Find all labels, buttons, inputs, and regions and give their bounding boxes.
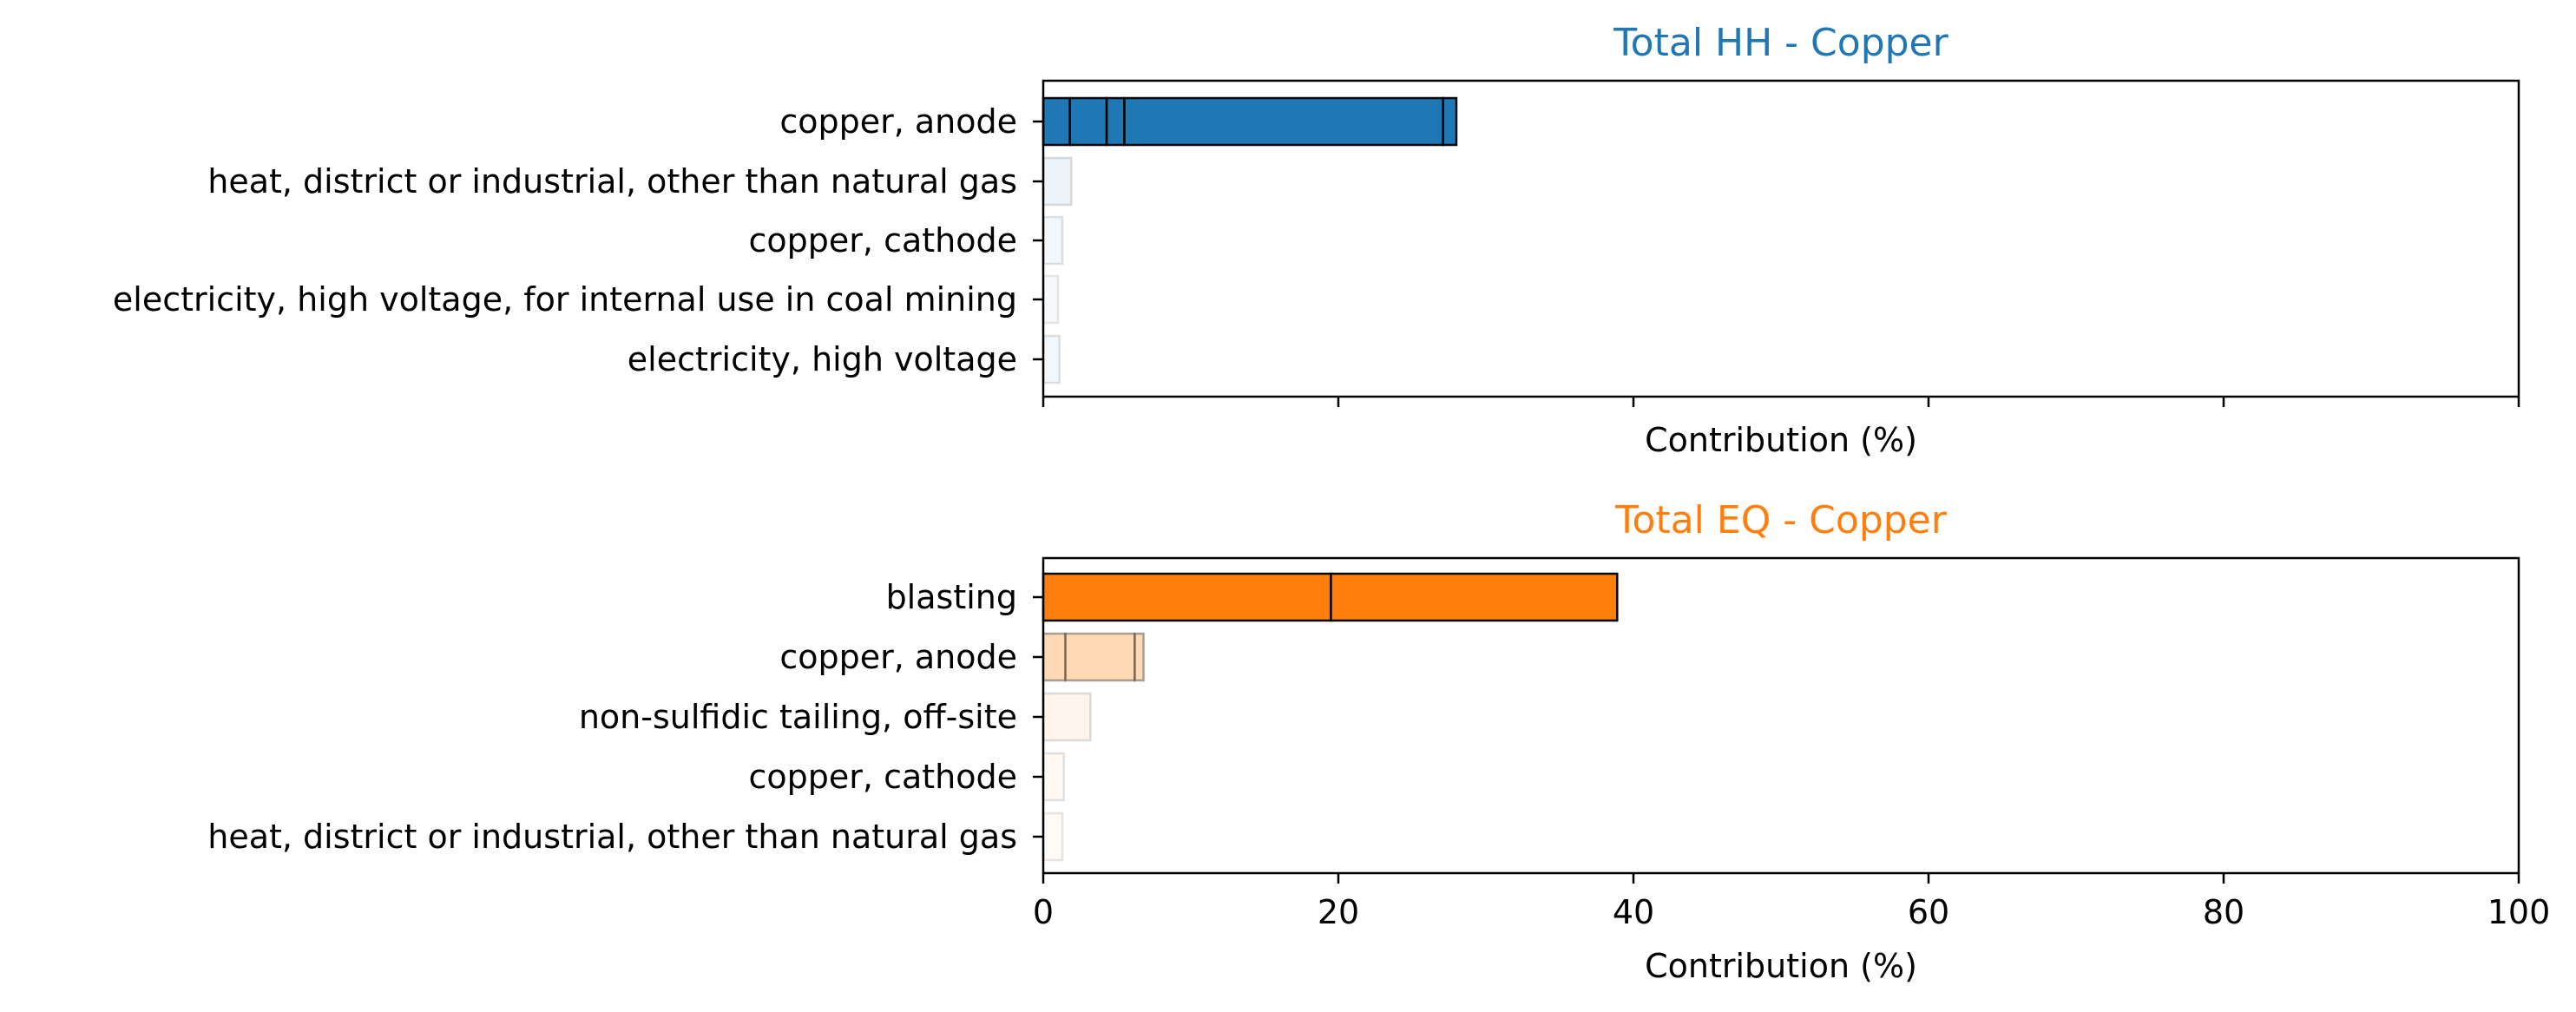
hh-bar-segment bbox=[1042, 274, 1060, 325]
hh-bar-segment bbox=[1068, 96, 1108, 147]
hh-axes-frame bbox=[1042, 79, 2520, 398]
eq-x-tick-label: 40 bbox=[1613, 893, 1654, 931]
hh-bar-segment bbox=[1105, 96, 1126, 147]
eq-category-label: blasting bbox=[886, 578, 1017, 616]
eq-category-labels: blasting copper, anode non-sulfidic tailin… bbox=[207, 578, 1043, 856]
chart-title-eq: Total EQ - Copper bbox=[1614, 498, 1948, 542]
hh-bar-segment bbox=[1042, 96, 1071, 147]
eq-x-tick-label: 20 bbox=[1318, 893, 1359, 931]
eq-x-axis-label: Contribution (%) bbox=[1645, 947, 1917, 985]
eq-category-label: non-sulfidic tailing, off-site bbox=[579, 698, 1017, 736]
hh-bar-segment bbox=[1042, 156, 1073, 207]
hh-bars bbox=[1042, 96, 1458, 384]
eq-bar-segment bbox=[1330, 572, 1619, 622]
hh-category-label: electricity, high voltage bbox=[628, 340, 1017, 378]
eq-bar-segment bbox=[1042, 692, 1092, 742]
hh-bar-segment bbox=[1442, 96, 1458, 147]
hh-x-ticks bbox=[1042, 397, 2520, 407]
eq-category-label: copper, cathode bbox=[749, 758, 1017, 796]
hh-bar-segment bbox=[1042, 215, 1064, 266]
eq-x-tick-label: 60 bbox=[1908, 893, 1949, 931]
hh-bar-segment bbox=[1042, 334, 1061, 384]
eq-bar-segment bbox=[1042, 812, 1064, 862]
eq-bar-segment bbox=[1042, 752, 1066, 802]
hh-category-label: electricity, high voltage, for internal … bbox=[113, 280, 1017, 319]
eq-category-label: copper, anode bbox=[779, 638, 1017, 676]
eq-x-ticks: 0 20 40 60 80 100 bbox=[1033, 873, 2550, 931]
panel-total-eq: Total EQ - Copper blasting copper, anode n… bbox=[207, 498, 2550, 985]
hh-category-labels: copper, anode heat, district or industria… bbox=[113, 102, 1043, 378]
eq-bar-segment bbox=[1134, 632, 1145, 682]
hh-bar-segment bbox=[1123, 96, 1444, 147]
hh-category-label: copper, anode bbox=[779, 102, 1017, 141]
eq-bars bbox=[1042, 572, 1619, 862]
eq-x-tick-label: 80 bbox=[2203, 893, 2244, 931]
panel-total-hh: Total HH - Copper copper, anode heat, dis… bbox=[113, 21, 2520, 459]
eq-bar-segment bbox=[1064, 632, 1136, 682]
hh-category-label: copper, cathode bbox=[749, 221, 1017, 260]
eq-x-tick-label: 0 bbox=[1033, 893, 1054, 931]
eq-bar-segment bbox=[1042, 572, 1332, 622]
eq-x-tick-label: 100 bbox=[2487, 893, 2551, 931]
hh-category-label: heat, district or industrial, other than… bbox=[207, 162, 1017, 200]
eq-category-label: heat, district or industrial, other than… bbox=[207, 818, 1017, 856]
chart-title-hh: Total HH - Copper bbox=[1613, 21, 1948, 65]
eq-axes-frame bbox=[1042, 556, 2520, 875]
hh-x-axis-label: Contribution (%) bbox=[1645, 421, 1917, 459]
eq-bar-segment bbox=[1042, 632, 1067, 682]
